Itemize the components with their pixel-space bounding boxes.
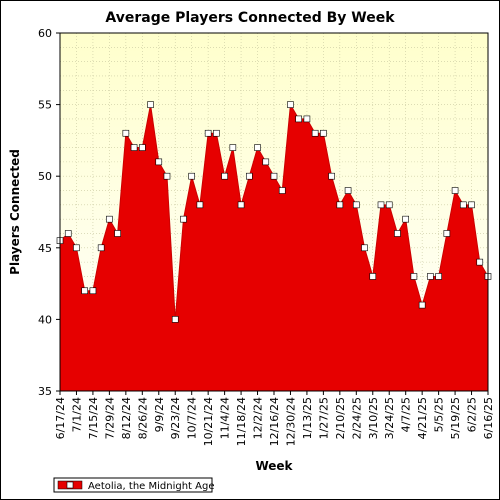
x-tick-label: 7/29/24 [103,397,116,439]
y-tick-label: 45 [38,242,52,255]
data-point [89,287,97,295]
data-point [139,144,146,151]
data-point [311,129,319,137]
chart-title: Average Players Connected By Week [105,10,395,26]
data-point [114,230,121,237]
data-point [410,273,418,280]
data-point [344,187,352,194]
x-tick-label: 6/2/25 [466,397,479,432]
x-tick-label: 4/21/25 [416,397,429,439]
y-tick-label: 40 [38,313,52,326]
data-point [385,201,393,209]
data-point [122,129,130,137]
x-tick-label: 9/23/24 [169,397,182,439]
data-point [427,273,434,280]
x-tick-label: 2/24/25 [350,397,363,439]
data-point [106,215,113,223]
data-point [97,244,105,252]
data-point [237,201,245,209]
data-point [147,101,154,108]
x-tick-label: 10/7/24 [186,397,199,439]
x-tick-label: 12/30/24 [284,397,297,446]
data-point [254,144,261,151]
data-point [81,287,88,295]
legend-box [53,477,213,493]
data-point [64,230,72,237]
x-tick-label: 6/16/25 [482,397,495,439]
x-axis-ticks: 6/17/24 7/1/24 7/15/24 7/29/24 8/12/24 8/26/2… [54,391,495,446]
x-tick-label: 1/13/25 [301,397,314,439]
x-tick-label: 10/21/24 [202,397,215,446]
x-tick-label: 9/9/24 [153,397,166,432]
data-point [229,144,237,151]
data-point [435,273,442,280]
x-tick-label: 11/4/24 [219,397,232,439]
data-point [246,172,253,180]
data-point [196,201,204,209]
data-point [295,115,302,123]
x-tick-label: 7/15/24 [87,397,100,439]
data-point [336,201,344,209]
data-point [262,158,270,166]
y-tick-label: 35 [38,385,52,398]
data-point [460,201,467,209]
data-point [180,215,187,223]
x-tick-label: 8/26/24 [136,397,149,439]
x-axis-title: Week [255,459,293,473]
data-point [476,258,484,266]
data-point [287,101,294,108]
data-point [73,244,80,252]
y-tick-label: 50 [38,170,52,183]
data-point [377,201,385,209]
data-point [171,316,179,323]
data-point [468,201,475,209]
y-tick-label: 55 [38,99,52,112]
y-tick-label: 60 [38,27,52,40]
legend-label: Aetolia, the Midnight Age [88,481,214,492]
x-tick-label: 5/5/25 [433,397,446,432]
x-tick-label: 1/27/25 [317,397,330,439]
x-tick-label: 8/12/24 [120,397,133,439]
data-point [361,244,368,252]
data-point [451,187,459,194]
x-tick-label: 3/24/25 [383,397,396,439]
data-point [155,158,163,166]
x-tick-label: 12/16/24 [268,397,281,446]
y-axis-title: Players Connected [8,149,22,275]
data-point [278,187,286,194]
legend-marker-icon [66,481,74,489]
data-point [221,172,228,180]
x-tick-label: 11/18/24 [235,397,248,446]
data-point [418,301,426,309]
x-tick-label: 12/2/24 [252,397,265,439]
data-point [328,172,335,180]
data-markers [56,101,492,323]
data-point [320,129,327,137]
x-tick-label: 6/17/24 [54,397,67,439]
y-axis-ticks: 35 40 45 50 55 60 [38,27,60,398]
x-tick-label: 3/10/25 [367,397,380,439]
data-point [204,129,212,137]
data-point [130,144,138,151]
data-point [402,215,409,223]
data-point [188,172,195,180]
x-tick-label: 5/19/25 [449,397,462,439]
data-point [353,201,360,209]
data-point [270,172,278,180]
data-point [443,230,451,237]
data-point [163,172,171,180]
data-point [213,129,220,137]
x-tick-label: 2/10/25 [334,397,347,439]
x-tick-label: 4/7/25 [400,397,413,432]
data-point [369,273,377,280]
legend: Aetolia, the Midnight Age [53,477,214,493]
data-point [394,230,401,237]
data-point [303,115,311,123]
x-tick-label: 7/1/24 [70,397,83,432]
